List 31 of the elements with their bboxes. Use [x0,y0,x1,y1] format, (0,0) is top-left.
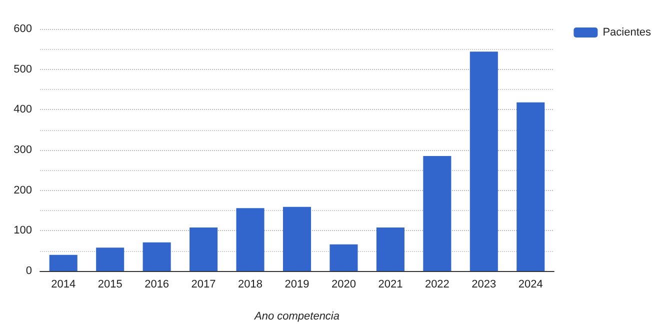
x-tick-label: 2017 [191,278,216,290]
y-tick-label: 100 [14,224,32,237]
x-tick-label: 2024 [518,278,543,290]
x-tick-label: 2022 [424,278,450,290]
x-tick-label: 2015 [98,278,122,290]
bar [376,227,404,271]
bar [190,227,218,271]
y-tick-label: 200 [14,184,32,196]
bar [516,102,545,271]
x-tick-label: 2016 [144,278,170,290]
bar [423,156,452,271]
x-tick-label: 2019 [284,278,310,290]
y-tick-label: 400 [14,104,32,116]
x-axis-title: Ano competencia [254,310,340,322]
bar [142,242,171,271]
y-tick-label: 500 [14,63,32,76]
x-tick-label: 2020 [331,278,356,290]
bar [49,254,78,271]
bar [282,206,312,271]
bar [236,208,264,271]
bar [330,244,358,271]
bar [470,52,498,271]
legend-label: Pacientes [602,26,652,38]
y-tick-label: 0 [26,265,32,277]
x-tick-label: 2023 [472,278,496,290]
y-tick-label: 600 [14,23,32,35]
bar [96,248,124,271]
y-tick-label: 300 [14,144,32,156]
x-tick-label: 2014 [51,278,76,290]
x-tick-label: 2021 [378,278,403,290]
x-tick-label: 2018 [238,278,263,290]
